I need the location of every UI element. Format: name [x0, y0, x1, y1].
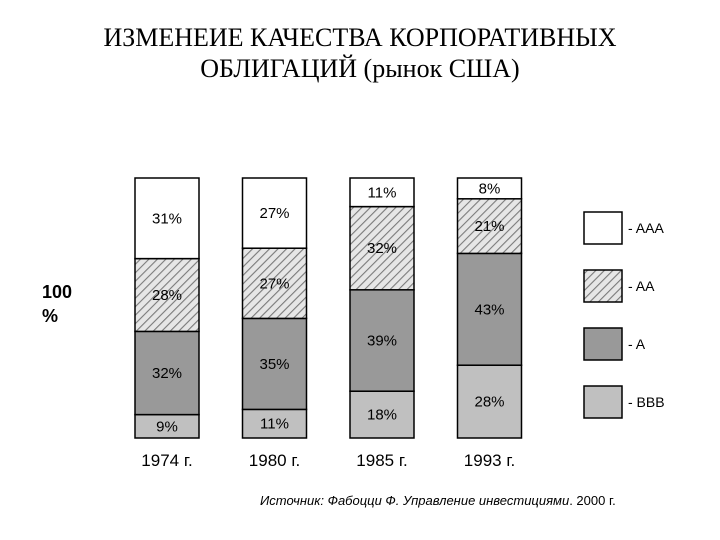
- bar-segment-aaa-4: [456, 177, 523, 200]
- legend-label-bbb: - BBB: [628, 394, 665, 410]
- legend-swatch-aaa: [583, 211, 623, 245]
- legend-swatch-a: [583, 327, 623, 361]
- category-label-2: 1980 г.: [249, 451, 300, 470]
- value-label-bbb-1: 9%: [156, 418, 178, 435]
- source-note: Источник: Фабоцци Ф. Управление инвестиц…: [260, 493, 700, 508]
- bar-segment-aaa-1: [134, 177, 200, 260]
- value-label-a-3: 39%: [367, 333, 397, 350]
- bar-segment-aa-4: [456, 198, 523, 255]
- bar-segment-aa-3: [349, 205, 415, 291]
- title-line-1: ИЗМЕНЕИЕ КАЧЕСТВА КОРПОРАТИВНЫХ: [103, 23, 617, 52]
- legend-label-aa: - AA: [628, 278, 655, 294]
- category-label-4: 1993 г.: [464, 451, 515, 470]
- bar-segment-aa-2: [241, 247, 308, 320]
- bar-segment-aaa-3: [349, 177, 415, 208]
- legend-label-a: - A: [628, 336, 646, 352]
- value-label-aaa-3: 11%: [368, 184, 397, 201]
- bar-segment-bbb-3: [349, 390, 415, 439]
- value-label-bbb-4: 28%: [474, 394, 504, 411]
- bar-segment-aaa-2: [241, 177, 308, 249]
- legend-swatch-bbb: [583, 385, 623, 419]
- source-label: Источник: [260, 493, 321, 508]
- chart-title: ИЗМЕНЕИЕ КАЧЕСТВА КОРПОРАТИВНЫХ ОБЛИГАЦИ…: [0, 22, 720, 84]
- bar-segment-bbb-4: [456, 364, 523, 439]
- value-label-aa-3: 32%: [367, 240, 397, 257]
- source-text: : Фабоцци Ф. Управление инвестициями: [320, 493, 570, 508]
- source-year: . 2000 г.: [569, 493, 616, 508]
- bar-segment-aa-1: [134, 257, 200, 333]
- value-label-a-4: 43%: [474, 301, 504, 318]
- category-label-3: 1985 г.: [356, 451, 407, 470]
- value-label-bbb-2: 11%: [260, 416, 289, 433]
- value-label-aa-1: 28%: [152, 287, 182, 304]
- bar-segment-a-1: [134, 330, 200, 416]
- value-label-a-1: 32%: [152, 365, 182, 382]
- axis-note-100: 100: [42, 282, 72, 302]
- value-label-aaa-1: 31%: [152, 210, 182, 227]
- title-line-2: ОБЛИГАЦИЙ (рынок США): [200, 54, 520, 83]
- value-label-aa-2: 27%: [259, 275, 289, 292]
- bar-segment-bbb-2: [241, 408, 308, 439]
- value-label-aaa-2: 27%: [259, 205, 289, 222]
- value-label-aa-4: 21%: [474, 218, 504, 235]
- legend-label-aaa: - AAA: [628, 220, 664, 236]
- value-label-a-2: 35%: [259, 356, 289, 373]
- category-label-1: 1974 г.: [141, 451, 192, 470]
- legend-swatch-aa: [583, 269, 623, 303]
- value-label-aaa-4: 8%: [479, 180, 501, 197]
- value-label-bbb-3: 18%: [367, 407, 397, 424]
- bar-segment-a-3: [349, 289, 415, 392]
- axis-note-percent: %: [42, 306, 58, 326]
